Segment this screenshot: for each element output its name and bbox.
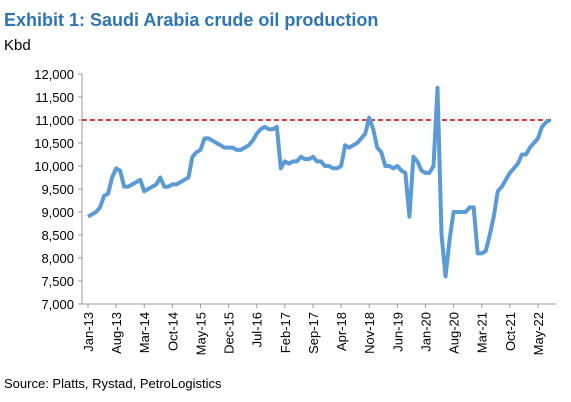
y-tick-label: 10,000 [34,159,74,174]
x-tick-label: Mar-21 [475,312,490,353]
x-tick-label: Feb-17 [278,312,293,353]
y-axis-label: Kbd [4,37,31,54]
x-tick-label: Nov-18 [362,312,377,354]
x-tick-label: Mar-14 [137,312,152,353]
y-tick-label: 9,000 [41,205,74,220]
x-tick-label: Oct-14 [165,312,180,351]
x-tick-label: May-15 [193,312,208,355]
y-tick-label: 8,500 [41,228,74,243]
y-tick-label: 12,000 [34,67,74,82]
y-tick-label: 9,500 [41,182,74,197]
y-tick-label: 11,000 [35,113,74,128]
x-tick-label: Aug-20 [447,312,462,354]
y-tick-label: 8,000 [41,251,74,266]
x-tick-label: Dec-15 [222,312,237,354]
x-tick-label: Jun-19 [390,312,405,352]
x-tick-label: Jan-20 [418,312,433,352]
y-tick-label: 7,000 [41,297,74,312]
x-tick-label: Jul-16 [250,312,265,347]
x-tick-label: Oct-21 [503,312,518,351]
x-tick-label: Aug-13 [109,312,124,354]
line-series [87,85,551,279]
x-tick-label: Sep-17 [306,312,321,354]
x-tick-label: Jan-13 [81,312,96,352]
x-tick-label: May-22 [531,312,546,355]
y-tick-label: 10,500 [34,136,74,151]
y-tick-label: 11,500 [35,90,74,105]
x-tick-label: Apr-18 [334,312,349,351]
source: Source: Platts, Rystad, PetroLogistics [4,376,222,391]
chart-title: Exhibit 1: Saudi Arabia crude oil produc… [4,10,378,30]
y-tick-label: 7,500 [41,274,74,289]
